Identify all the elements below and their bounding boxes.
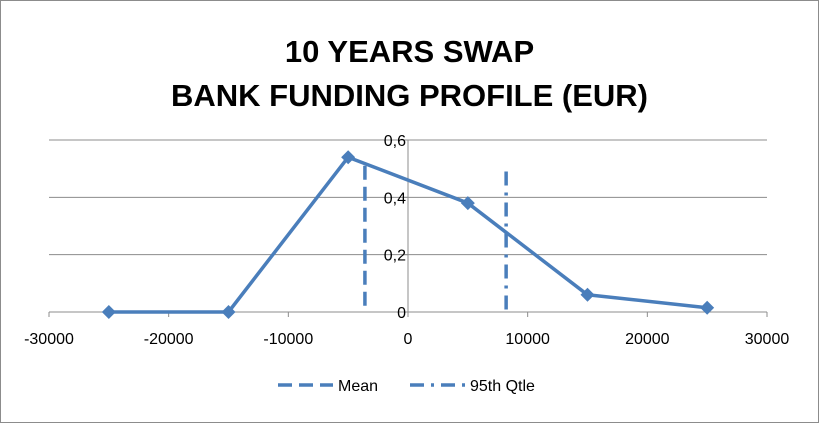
x-tick-label-6: 30000 [745, 331, 790, 348]
x-tick-label-2: -10000 [263, 331, 313, 348]
y-tick-label-2: 0,4 [384, 190, 406, 207]
legend-label-1: 95th Qtle [470, 378, 535, 395]
tick-labels: -30000 -20000 -10000 0 10000 20000 30000 0 0,2 0,… [24, 133, 789, 348]
data-point-4 [580, 287, 595, 302]
series-line-0 [108, 155, 708, 314]
chart-title-line-2: BANK FUNDING PROFILE (EUR) [170, 78, 649, 113]
data-point-2 [341, 150, 356, 165]
data-point-3 [460, 196, 475, 211]
x-tick-label-4: 10000 [505, 331, 550, 348]
y-tick-label-3: 0,6 [384, 133, 406, 150]
data-point-1 [221, 305, 236, 319]
data-point-5 [700, 300, 715, 315]
data-point-0 [101, 305, 116, 319]
axes [48, 139, 768, 317]
y-tick-label-0: 0 [397, 305, 406, 322]
x-tick-label-3: 0 [404, 331, 413, 348]
y-tick-label-1: 0,2 [384, 248, 406, 265]
legend: Mean 95th Qtle [278, 378, 535, 395]
reference-lines [363, 165, 508, 312]
x-tick-label-1: -20000 [144, 331, 194, 348]
x-tick-label-5: 20000 [625, 331, 670, 348]
series-layer [101, 150, 715, 319]
chart-title: 10 YEARS SWAP BANK FUNDING PROFILE (EUR) [0, 30, 819, 118]
chart-title-line-1: 10 YEARS SWAP [284, 34, 535, 69]
x-tick-label-0: -30000 [24, 331, 74, 348]
legend-label-0: Mean [338, 378, 378, 395]
